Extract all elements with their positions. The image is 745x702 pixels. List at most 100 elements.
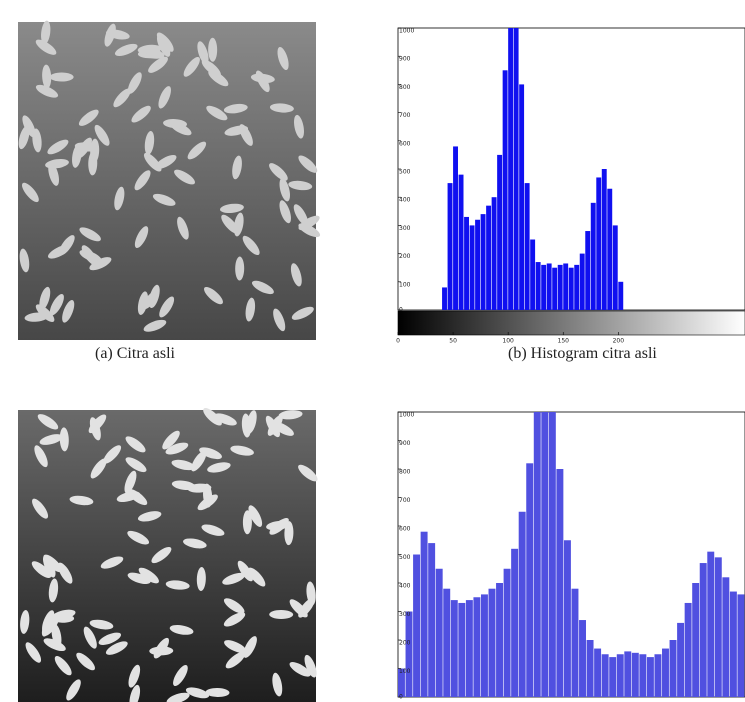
histogram-bar — [737, 594, 745, 697]
rice-grain — [90, 458, 107, 479]
histogram-bar — [699, 563, 707, 697]
rice-grain — [246, 410, 257, 434]
x-tick-label: 50 — [449, 338, 457, 345]
rice-grain — [113, 88, 131, 108]
rice-grain — [106, 29, 130, 40]
rice-grain — [66, 679, 81, 701]
y-tick-label: 600 — [399, 140, 411, 147]
histogram-bar — [548, 412, 556, 697]
rice-grain — [152, 193, 176, 206]
rice-grain — [105, 641, 128, 655]
histogram-bar — [609, 657, 617, 697]
rice-grain — [289, 662, 311, 677]
rice-grain — [149, 646, 174, 656]
histogram-bar — [677, 622, 685, 697]
rice-grain — [21, 182, 39, 203]
rice-grain — [269, 103, 294, 113]
rice-grain — [306, 581, 316, 606]
histogram-bar — [497, 154, 503, 310]
rice-grain — [201, 524, 225, 536]
y-tick-label: 100 — [399, 668, 411, 675]
rice-grain — [205, 687, 230, 697]
rice-grain — [127, 530, 150, 545]
rice-grain — [48, 162, 60, 186]
histogram-bar — [435, 568, 443, 697]
histogram-bar — [618, 281, 624, 310]
rice-grain — [225, 651, 246, 669]
histogram-bar — [496, 583, 504, 697]
rice-grain — [114, 186, 125, 211]
rice-grain — [242, 510, 252, 535]
y-tick-label: 600 — [399, 526, 411, 533]
y-tick-label: 900 — [399, 56, 411, 63]
histogram-bar — [596, 177, 602, 310]
rice-grain — [100, 556, 124, 569]
histogram-bar — [519, 84, 525, 311]
rice-image — [18, 20, 321, 340]
histogram-bar — [508, 28, 514, 310]
histogram-bar — [684, 602, 692, 697]
rice-grain — [42, 610, 55, 633]
rice-grain — [76, 652, 95, 671]
histogram-bar — [428, 543, 436, 697]
y-tick-label: 0 — [399, 307, 403, 314]
rice-grain — [79, 227, 101, 242]
rice-grain — [269, 609, 294, 619]
histogram-bar — [526, 463, 534, 697]
rice-grain — [48, 578, 59, 603]
histogram-bar — [486, 205, 492, 310]
histogram-bar — [502, 70, 508, 310]
histogram-bar — [458, 602, 466, 697]
rice-grain — [251, 280, 274, 295]
rice-grain — [34, 445, 48, 468]
rice-grain — [129, 684, 141, 702]
rice-grain — [266, 520, 290, 531]
rice-grain — [98, 632, 122, 646]
histogram-bar — [722, 577, 730, 697]
rice-grain — [255, 70, 270, 93]
rice-grain — [199, 447, 222, 460]
histogram-bar — [413, 554, 421, 697]
rice-grain — [173, 665, 188, 687]
rice-grain — [177, 216, 189, 240]
histogram: 0 100 200 300 400 500 600 700 800 900 1000 — [397, 412, 745, 701]
rice-grain — [269, 163, 288, 181]
histogram-bar — [464, 216, 470, 310]
rice-grain — [148, 56, 168, 73]
rice-grain — [224, 125, 249, 136]
y-tick-label: 800 — [399, 84, 411, 91]
histogram-bar — [574, 264, 580, 310]
rice-grain — [74, 142, 99, 152]
rice-grain — [242, 235, 260, 256]
rice-grain — [171, 459, 196, 471]
rice-grain — [187, 483, 212, 493]
histogram-bar — [453, 146, 458, 310]
histogram-bar — [594, 648, 602, 697]
y-tick-label: 800 — [399, 469, 411, 476]
x-tick-label: 100 — [502, 338, 514, 345]
rice-grain — [248, 567, 266, 587]
rice-grain — [19, 248, 30, 273]
rice-grain — [223, 612, 246, 627]
rice-grain — [32, 128, 42, 153]
rice-grain — [32, 498, 49, 519]
rice-grain — [294, 114, 304, 139]
histogram-bar — [579, 253, 585, 310]
rice-grain — [18, 125, 30, 150]
rice-grain — [54, 656, 72, 676]
rice-grain — [78, 109, 99, 126]
rice-grain — [207, 462, 231, 473]
histogram-bar — [443, 588, 451, 697]
histogram-bar — [405, 611, 413, 697]
histogram-bar — [475, 219, 481, 310]
rice-grain — [137, 44, 162, 54]
rice-grain — [237, 560, 254, 582]
y-tick-label: 300 — [399, 225, 411, 232]
rice-grain — [116, 491, 141, 503]
rice-grain — [138, 567, 159, 584]
y-tick-label: 0 — [399, 694, 403, 701]
rice-grain — [43, 638, 66, 652]
rice-grain — [221, 214, 239, 234]
histogram-bar — [535, 262, 541, 310]
y-tick-label: 500 — [399, 169, 411, 176]
